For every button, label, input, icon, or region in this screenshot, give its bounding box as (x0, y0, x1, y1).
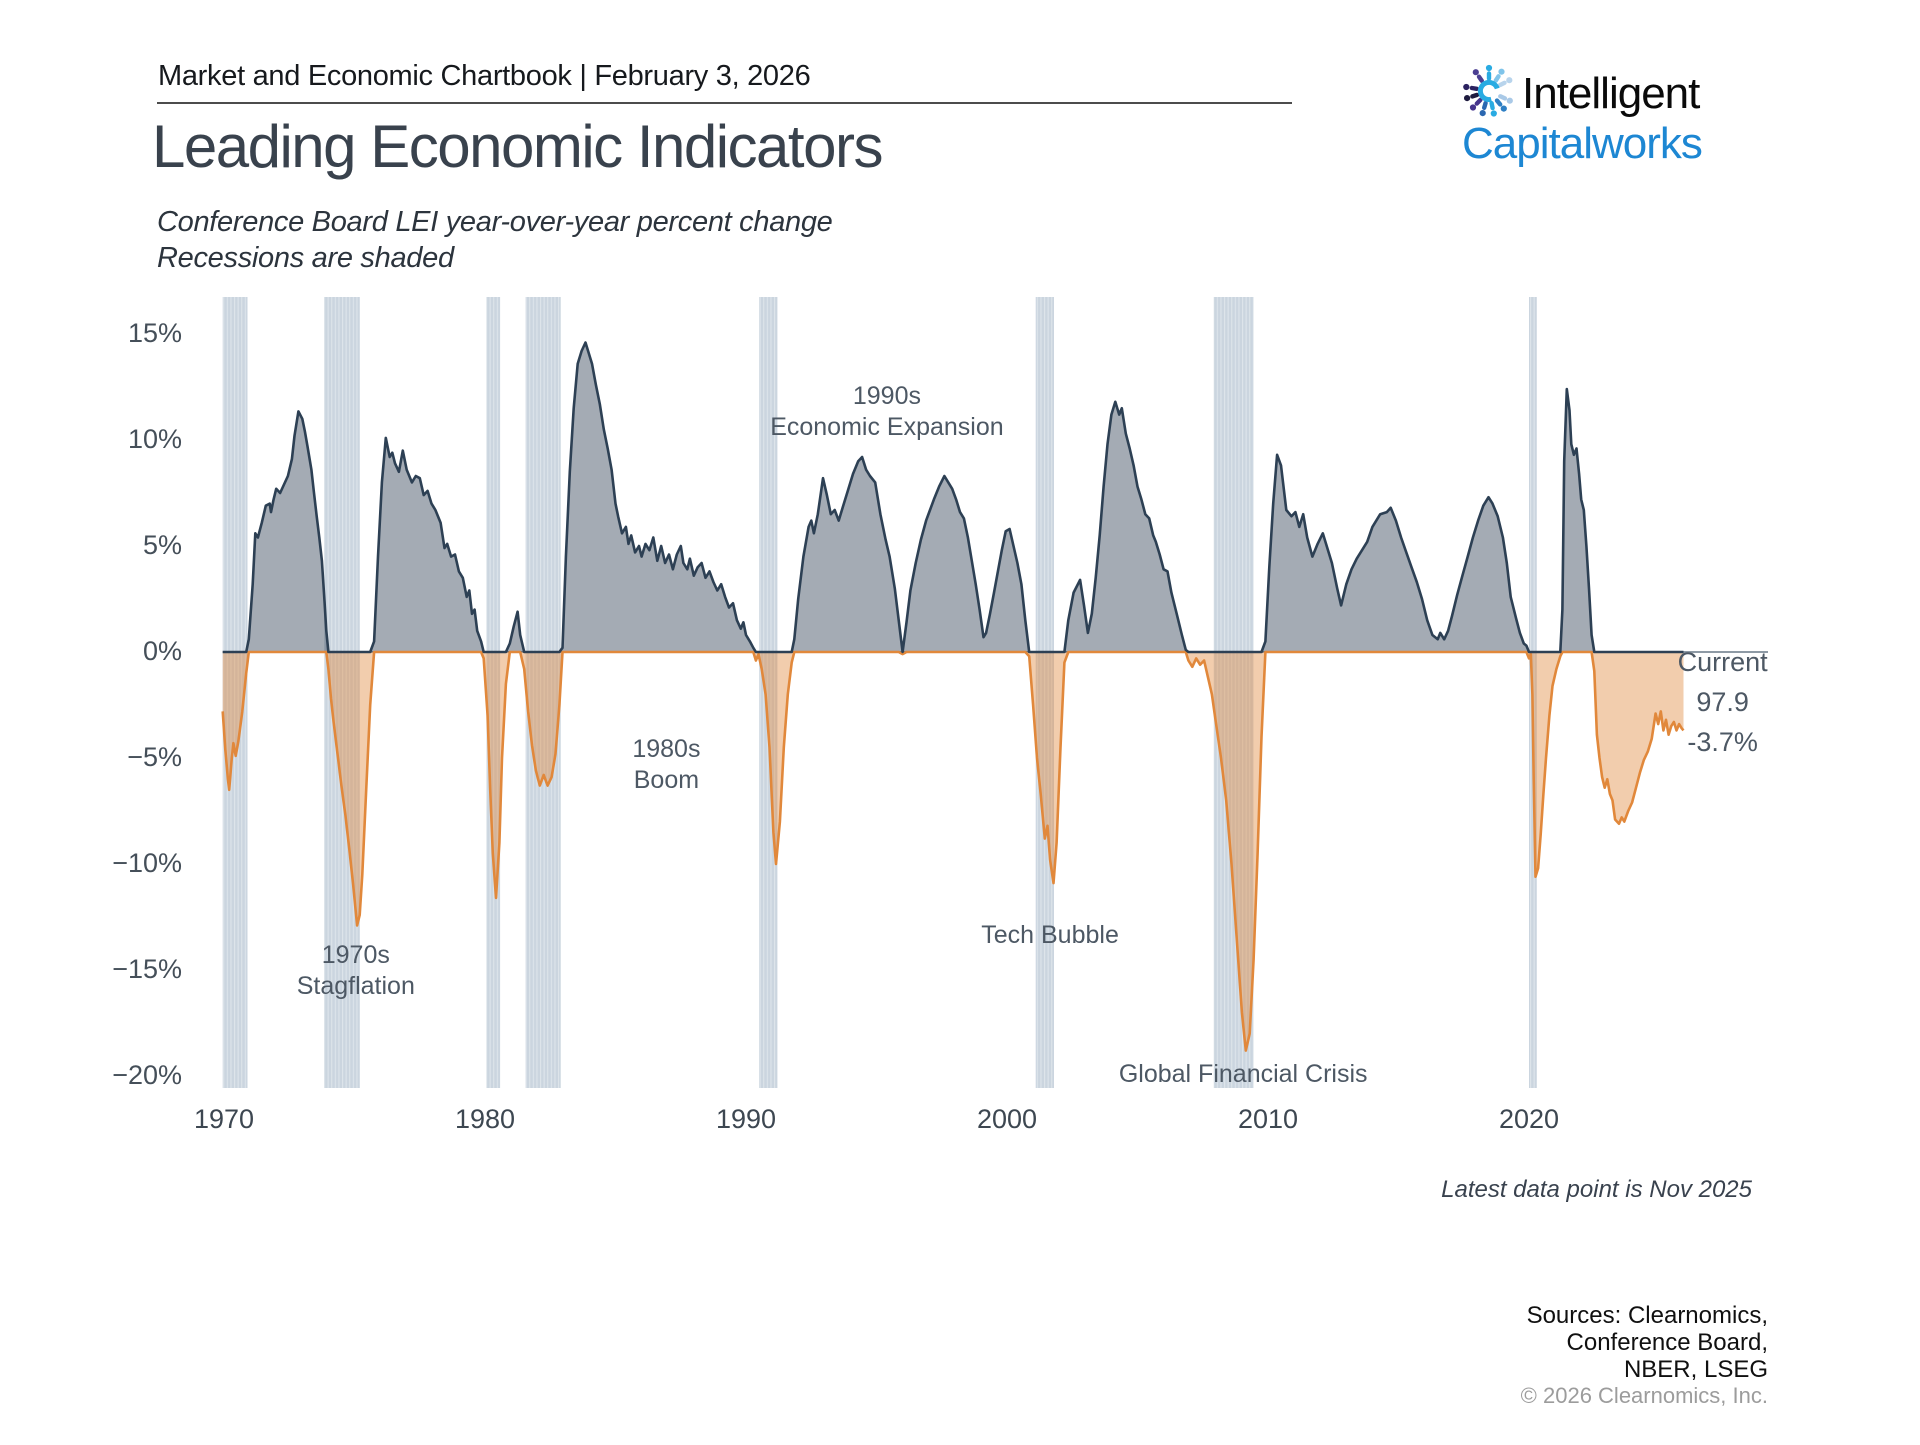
chart-subtitle-line2: Recessions are shaded (157, 242, 454, 274)
latest-data-note: Latest data point is Nov 2025 (1441, 1176, 1752, 1203)
current-value-callout: Current 97.9 -3.7% (1677, 647, 1768, 758)
x-tick-label: 2010 (1237, 1104, 1299, 1134)
y-tick-label: −15% (112, 954, 182, 984)
x-tick-label: 1970 (193, 1104, 255, 1134)
y-tick-label: 15% (127, 318, 182, 348)
lei-line-positive (222, 341, 1684, 654)
sources-line1: Sources: Clearnomics, (1526, 1302, 1768, 1329)
lei-line-negative (221, 650, 1685, 1052)
brand-name-line2: Capitalworks (1462, 119, 1703, 168)
sources-note: Sources: Clearnomics, Conference Board, … (1527, 1302, 1768, 1383)
recession-band (525, 297, 561, 1088)
x-tick-label: 2020 (1498, 1104, 1560, 1134)
x-tick-label: 1980 (454, 1104, 516, 1134)
annotation-boom: 1980s Boom (632, 735, 701, 795)
y-tick-label: 10% (127, 424, 182, 454)
brand-logo-icon (1462, 64, 1516, 123)
y-tick-label: 5% (142, 530, 182, 560)
chart-subtitle-line1: Conference Board LEI year-over-year perc… (157, 206, 833, 238)
brand-name-line1: Intelligent (1522, 68, 1700, 118)
lei-area-positive (222, 342, 1684, 652)
header-kicker: Market and Economic Chartbook | February… (158, 60, 811, 92)
recession-band (1035, 297, 1054, 1088)
x-tick-label: 2000 (976, 1104, 1038, 1134)
y-tick-label: −20% (112, 1060, 182, 1090)
annotation-expansion: 1990s Economic Expansion (770, 382, 1004, 442)
lei-area-negative (222, 652, 1684, 1051)
sources-line3: NBER, LSEG (1623, 1356, 1768, 1383)
x-tick-label: 1990 (715, 1104, 777, 1134)
page-title: Leading Economic Indicators (152, 113, 883, 180)
y-tick-label: −10% (112, 848, 182, 878)
recession-band (1213, 297, 1254, 1088)
y-tick-label: 0% (142, 636, 182, 666)
sources-line2: Conference Board, (1566, 1329, 1768, 1356)
brand-logo: Intelligent Capitalworks (1462, 64, 1782, 169)
annotation-stagflation: 1970s Stagflation (296, 941, 415, 1001)
chart-subtitle: Conference Board LEI year-over-year perc… (157, 204, 833, 276)
annotation-gfc: Global Financial Crisis (1118, 1060, 1368, 1089)
copyright-note: © 2026 Clearnomics, Inc. (1520, 1383, 1768, 1408)
header-rule (157, 102, 1292, 104)
y-tick-label: −5% (127, 742, 182, 772)
annotation-tech-bubble: Tech Bubble (981, 920, 1119, 949)
recession-band (759, 297, 778, 1088)
